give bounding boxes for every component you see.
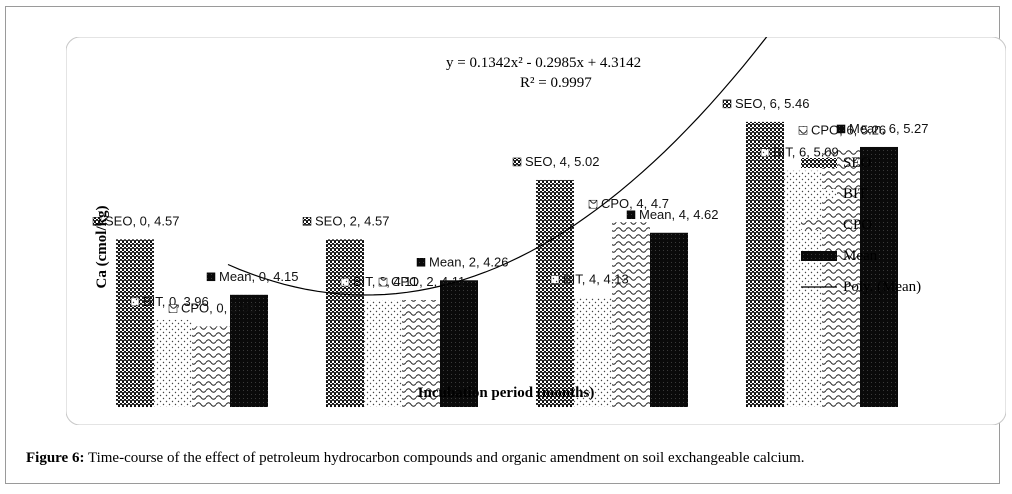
data-label-marker-mean-2 bbox=[416, 258, 426, 267]
data-label-mean-0: Mean, 0, 4.15 bbox=[219, 269, 299, 284]
data-label-cpo-2: CPO, 2, 4.11 bbox=[391, 274, 465, 289]
data-label-marker-seo-0 bbox=[92, 217, 102, 226]
legend-swatch-seo bbox=[801, 158, 837, 168]
data-label-marker-cpo-4 bbox=[588, 199, 598, 209]
bar-bit-month-6 bbox=[784, 170, 822, 407]
bar-mean-month-2 bbox=[440, 280, 478, 407]
bar-seo-month-6 bbox=[746, 121, 784, 407]
data-label-seo-4: SEO, 4, 5.02 bbox=[525, 154, 599, 169]
data-label-marker-seo-2 bbox=[302, 217, 312, 226]
legend: SEO BIT CPO Mean Poly. (Mean) bbox=[801, 155, 921, 295]
data-label-bit-6: BIT, 6, 5.09 bbox=[773, 145, 839, 160]
legend-swatch-mean bbox=[801, 251, 837, 261]
legend-swatch-cpo bbox=[801, 220, 837, 230]
bar-mean-month-6 bbox=[860, 146, 898, 407]
data-label-seo-0: SEO, 0, 4.57 bbox=[105, 213, 179, 228]
data-label-bit-0: BIT, 0, 3.96 bbox=[143, 294, 209, 309]
bar-mean-month-0 bbox=[230, 294, 268, 407]
data-label-mean-4: Mean, 4, 4.62 bbox=[639, 207, 719, 222]
data-label-cpo-4: CPO, 4, 4.7 bbox=[601, 196, 669, 211]
legend-label-seo: SEO bbox=[843, 155, 872, 171]
data-label-cpo-6: CPO, 6, 5.26 bbox=[811, 122, 886, 137]
data-label-seo-2: SEO, 2, 4.57 bbox=[315, 213, 389, 228]
data-label-mean-6: Mean, 6, 5.27 bbox=[849, 121, 929, 136]
data-label-marker-cpo-2 bbox=[378, 277, 388, 287]
bar-cpo-month-0 bbox=[192, 326, 230, 407]
legend-label-poly-mean: Poly. (Mean) bbox=[843, 279, 921, 295]
legend-label-cpo: CPO bbox=[843, 217, 872, 233]
bar-bit-month-2 bbox=[364, 300, 402, 407]
trendline-r2: R² = 0.9997 bbox=[520, 75, 592, 91]
data-label-marker-seo-4 bbox=[512, 157, 522, 167]
legend-swatch-bit bbox=[801, 189, 837, 199]
data-label-marker-bit-2 bbox=[340, 277, 350, 287]
data-label-marker-bit-4 bbox=[550, 275, 560, 284]
bar-mean-month-4 bbox=[650, 232, 688, 407]
chart-panel: SEO, 0, 4.57 BIT, 0, 3.96 CPO, 0, 3.91 Mean… bbox=[66, 37, 1006, 425]
data-label-marker-cpo-6 bbox=[798, 126, 808, 135]
data-label-cpo-0: CPO, 0, 3.91 bbox=[181, 300, 256, 315]
trendline-poly-mean bbox=[227, 37, 768, 296]
x-axis-label: Incubation period (months) bbox=[418, 385, 595, 401]
bar-seo-month-2 bbox=[326, 239, 364, 407]
bar-cpo-month-4 bbox=[612, 222, 650, 407]
data-label-seo-6: SEO, 6, 5.46 bbox=[735, 96, 809, 111]
data-label-marker-bit-6 bbox=[760, 148, 770, 157]
y-axis-label: Ca (cmol/kg) bbox=[94, 206, 110, 289]
caption-text: Time-course of the effect of petroleum h… bbox=[84, 450, 805, 466]
data-label-marker-mean-0 bbox=[206, 272, 216, 282]
caption-label: Figure 6: bbox=[26, 450, 85, 466]
bar-seo-month-0 bbox=[116, 239, 154, 407]
data-label-bit-4: BIT, 4, 4.13 bbox=[563, 271, 629, 286]
bar-bit-month-4 bbox=[574, 297, 612, 407]
data-label-marker-mean-4 bbox=[626, 210, 636, 220]
figure-caption: Figure 6: Time-course of the effect of p… bbox=[26, 450, 805, 467]
data-label-marker-bit-0 bbox=[130, 297, 140, 307]
data-label-marker-mean-6 bbox=[836, 124, 846, 134]
bar-cpo-month-2 bbox=[402, 300, 440, 407]
data-label-marker-seo-6 bbox=[722, 99, 732, 109]
legend-label-bit: BIT bbox=[843, 186, 867, 202]
bar-bit-month-0 bbox=[154, 319, 192, 407]
trendline-equation: y = 0.1342x² - 0.2985x + 4.3142 bbox=[446, 55, 641, 71]
data-label-marker-cpo-0 bbox=[168, 304, 178, 313]
data-label-mean-2: Mean, 2, 4.26 bbox=[429, 254, 509, 269]
figure-frame: SEO, 0, 4.57 BIT, 0, 3.96 CPO, 0, 3.91 Mean… bbox=[5, 6, 1006, 484]
legend-label-mean: Mean bbox=[843, 248, 878, 264]
bar-seo-month-4 bbox=[536, 179, 574, 407]
